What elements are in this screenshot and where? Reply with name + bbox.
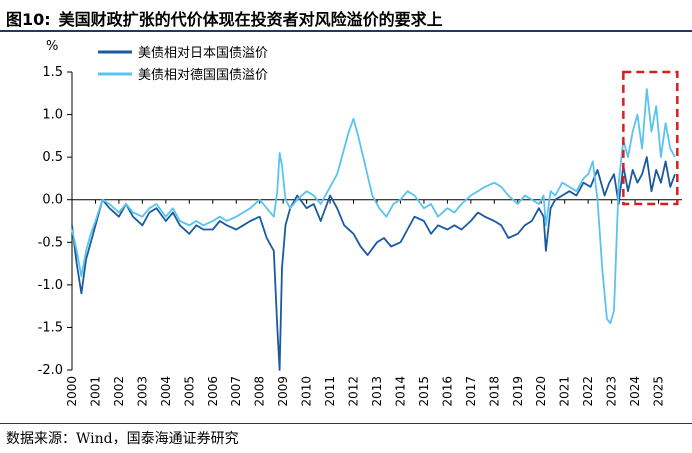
x-tick-label: 2007 xyxy=(229,376,243,407)
series-layer xyxy=(71,88,676,371)
x-tick-label: 2003 xyxy=(135,376,149,407)
x-tick-label: 2021 xyxy=(558,376,572,407)
series-line-2 xyxy=(71,88,676,325)
x-tick-label: 2025 xyxy=(652,376,666,407)
legend-label-1: 美债相对日本国债溢价 xyxy=(138,46,268,61)
y-axis-unit: % xyxy=(46,39,58,54)
y-tick-label: -2.0 xyxy=(38,363,63,378)
x-tick-label: 2017 xyxy=(464,376,478,407)
footer-rule xyxy=(0,423,692,424)
x-tick-label: 2015 xyxy=(417,376,431,407)
x-tick-label: 2014 xyxy=(393,376,407,407)
figure-number: 图10: xyxy=(6,10,51,29)
title-rule xyxy=(0,30,692,32)
x-tick-label: 2011 xyxy=(323,376,337,407)
figure-title-text: 美国财政扩张的代价体现在投资者对风险溢价的要求上 xyxy=(58,10,443,29)
x-tick-label: 2012 xyxy=(347,376,361,407)
figure-title: 图10: 美国财政扩张的代价体现在投资者对风险溢价的要求上 xyxy=(6,6,443,30)
x-tick-label: 2004 xyxy=(159,376,173,407)
source-note: 数据来源：Wind，国泰海通证券研究 xyxy=(6,431,239,447)
x-tick-label: 2008 xyxy=(253,376,267,407)
y-tick-label: 1.0 xyxy=(42,108,63,123)
x-tick-label: 2006 xyxy=(206,376,220,407)
series-line-1 xyxy=(71,156,676,371)
x-tick-label: 2016 xyxy=(440,376,454,407)
x-tick-label: 2013 xyxy=(370,376,384,407)
x-tick-label: 2023 xyxy=(605,376,619,407)
y-tick-label: 0.0 xyxy=(42,193,63,208)
highlight-box xyxy=(622,70,679,206)
x-tick-label: 2001 xyxy=(88,376,102,407)
x-tick-label: 2002 xyxy=(112,376,126,407)
x-tick-label: 2000 xyxy=(65,376,79,407)
x-tick-label: 2005 xyxy=(182,376,196,407)
x-tick-label: 2022 xyxy=(581,376,595,407)
y-tick-label: 1.5 xyxy=(42,65,63,80)
y-tick-label: -1.5 xyxy=(38,320,63,335)
x-tick-label: 2019 xyxy=(511,376,525,407)
x-tick-label: 2024 xyxy=(628,376,642,407)
x-tick-label: 2009 xyxy=(276,376,290,407)
y-tick-label: -1.0 xyxy=(38,278,63,293)
x-tick-label: 2010 xyxy=(300,376,314,407)
legend-label-2: 美债相对德国国债溢价 xyxy=(138,68,268,83)
x-tick-label: 2020 xyxy=(534,376,548,407)
x-tick-label: 2018 xyxy=(487,376,501,407)
y-tick-label: 0.5 xyxy=(42,150,63,165)
y-tick-label: -0.5 xyxy=(38,235,63,250)
